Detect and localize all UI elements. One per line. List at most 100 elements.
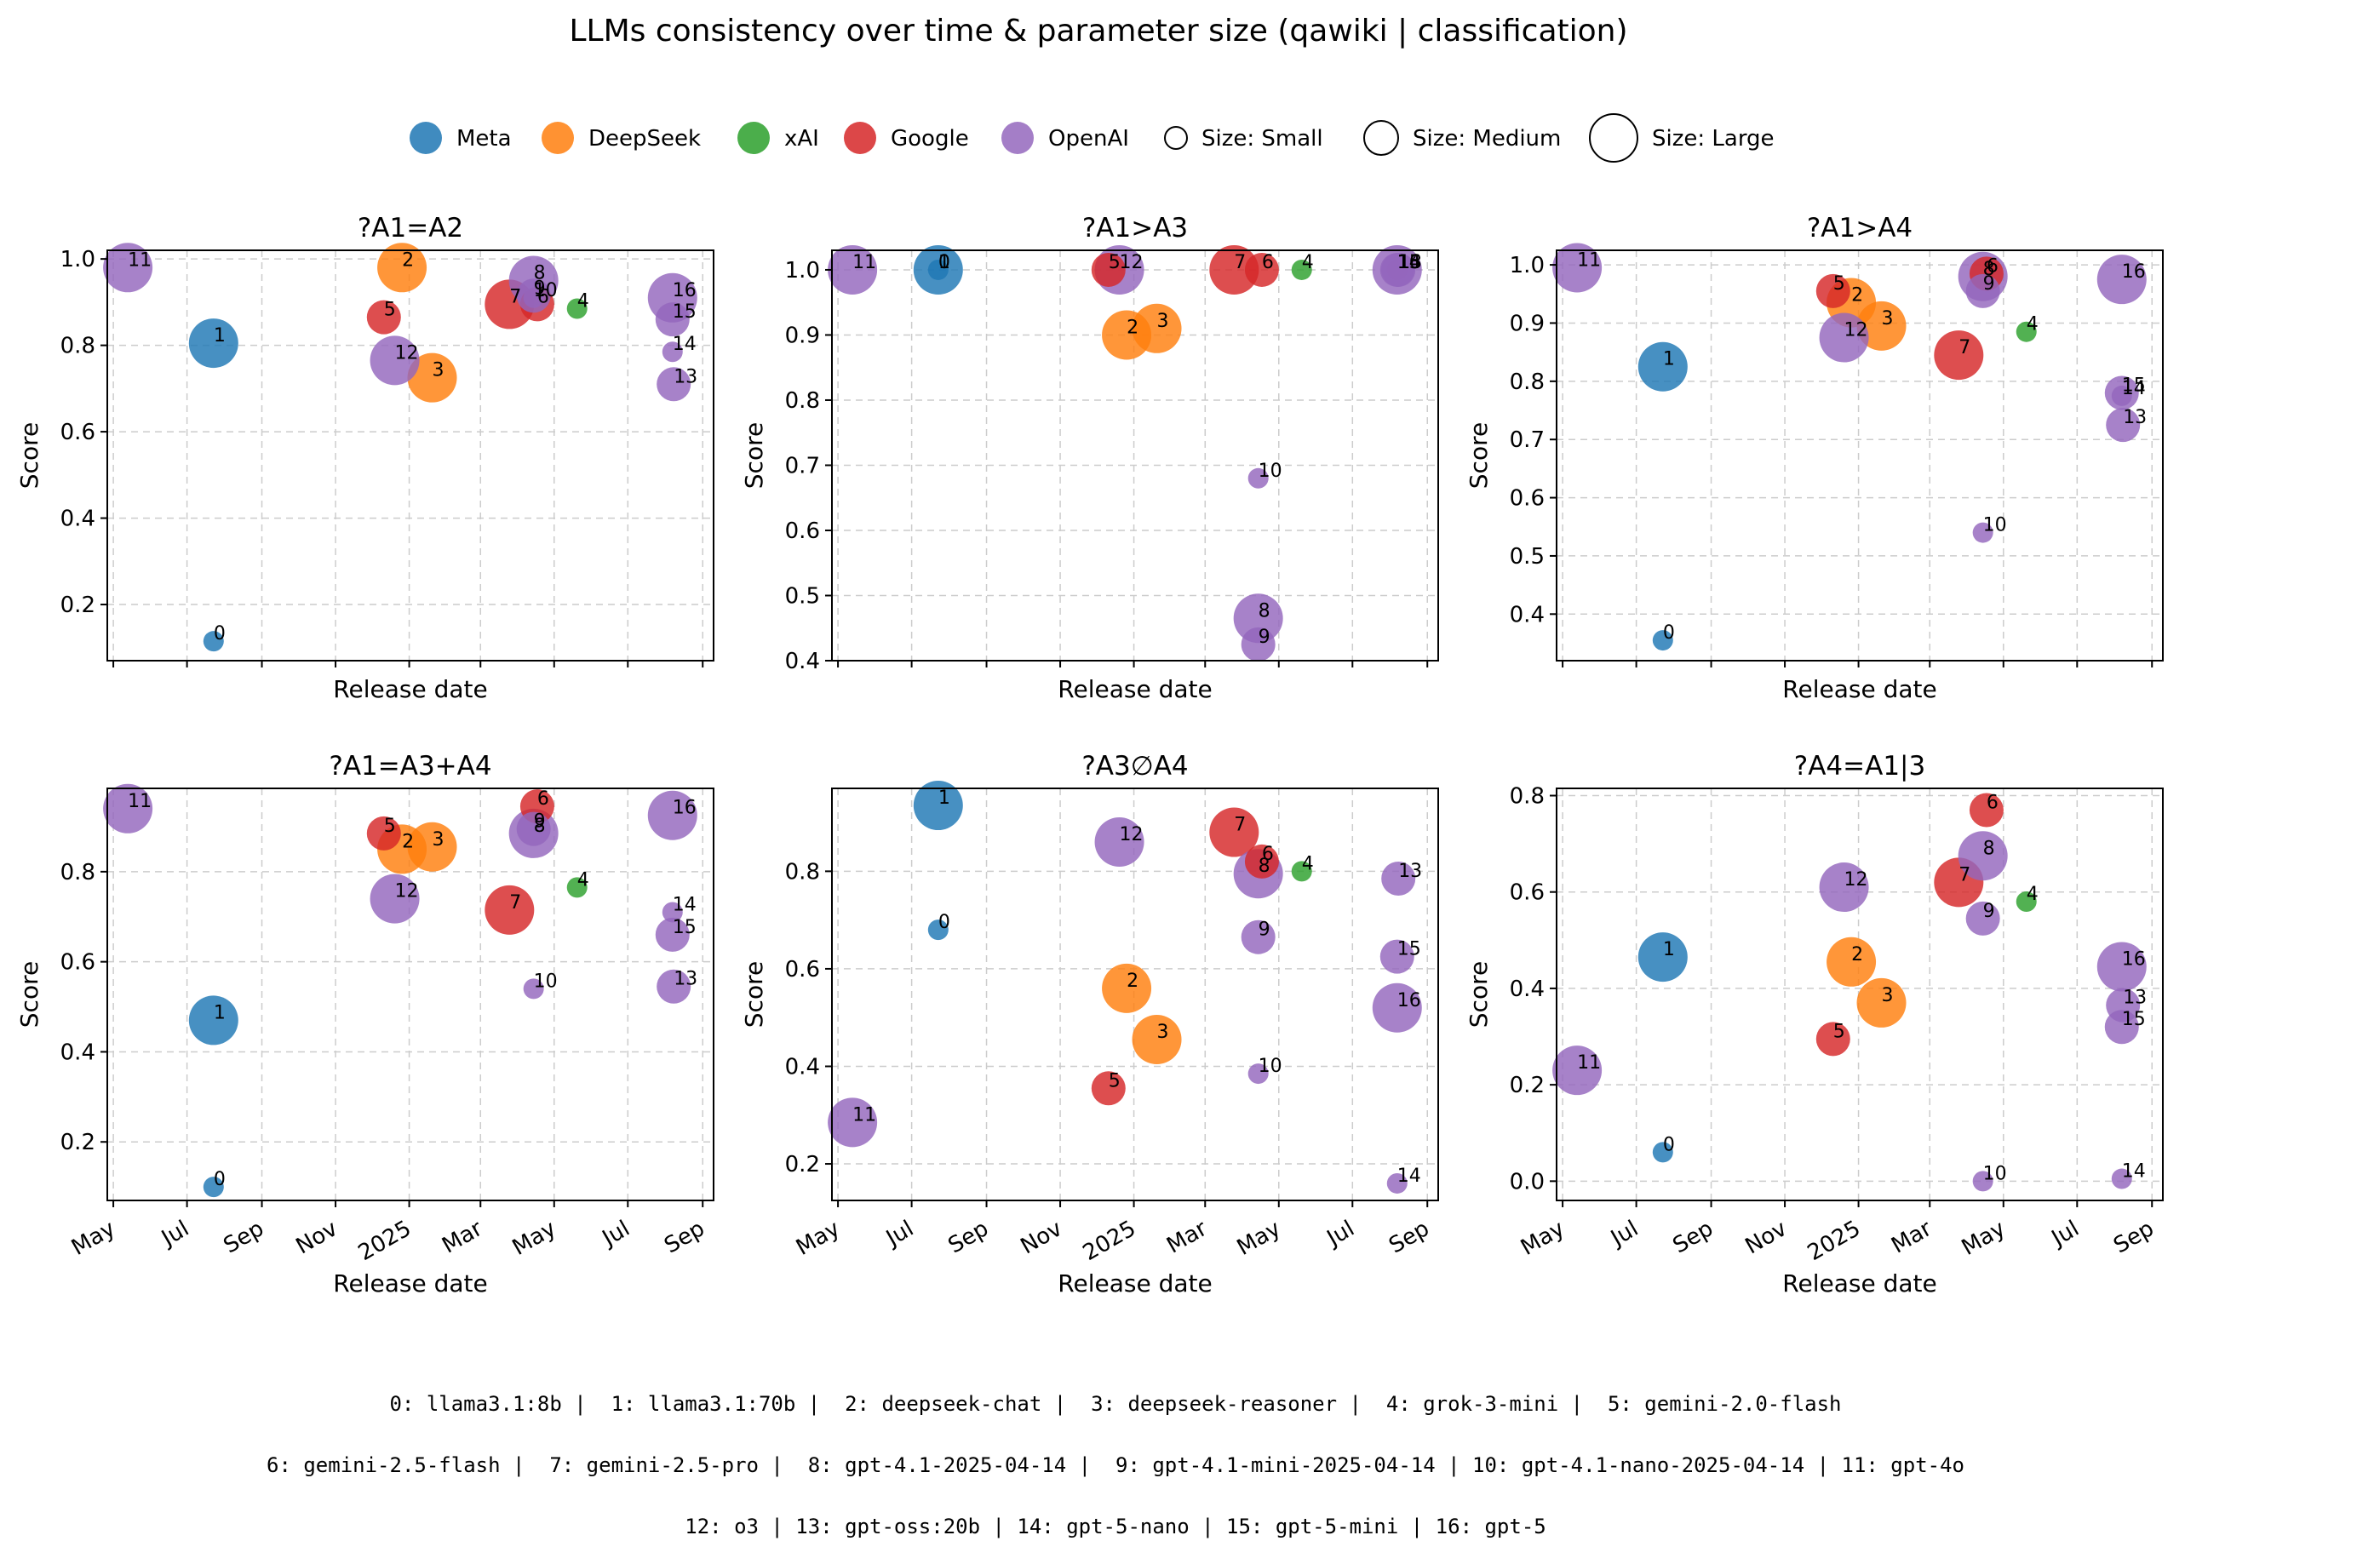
point-label: 0: [1663, 1134, 1675, 1155]
point-label: 7: [1958, 337, 1970, 358]
point-label: 9: [1259, 627, 1270, 648]
data-point-6: [1244, 252, 1279, 287]
x-tick-label: Jul: [156, 1216, 193, 1252]
y-axis-label: Score: [1465, 961, 1493, 1028]
data-point-0: [1652, 630, 1673, 651]
y-tick-label: 0.9: [1510, 311, 1545, 336]
data-point-0: [927, 919, 949, 941]
point-label: 16: [2122, 261, 2146, 283]
data-point-3: [1132, 303, 1182, 353]
x-tick-label: Jul: [1322, 1216, 1359, 1252]
data-point-10: [1972, 522, 1993, 543]
legend-marker: [1001, 122, 1034, 154]
x-tick-label: Mar: [1887, 1216, 1936, 1259]
data-point-7: [1209, 807, 1259, 857]
point-label: 0: [938, 912, 950, 933]
data-point-2: [377, 243, 427, 293]
data-point-11: [1552, 243, 1603, 293]
x-axis-label: Release date: [1782, 1269, 1936, 1298]
axes-frame: [831, 788, 1439, 1201]
model-key-line-2: 6: gemini-2.5-flash | 7: gemini-2.5-pro …: [267, 1453, 1964, 1477]
panel-title: ?A1=A2: [358, 213, 463, 243]
y-tick-label: 0.6: [1510, 880, 1545, 906]
point-label: 1: [938, 788, 950, 809]
data-point-14: [2111, 1168, 2132, 1189]
data-point-10: [1247, 467, 1269, 489]
x-axis-label: Release date: [333, 1269, 487, 1298]
point-label: 15: [673, 301, 697, 323]
panel-title: ?A1>A4: [1807, 213, 1913, 243]
point-label: 8: [1983, 259, 1995, 280]
point-label: 4: [2027, 314, 2039, 335]
data-point-12: [1819, 862, 1869, 913]
legend-entry-xai: xAI: [737, 122, 819, 154]
data-point-14: [662, 902, 683, 923]
point-label: 10: [1259, 461, 1282, 482]
point-label: 2: [1851, 944, 1863, 965]
figure-title: LLMs consistency over time & parameter s…: [569, 14, 1627, 49]
point-label: 15: [1397, 252, 1421, 273]
legend-marker: [410, 122, 442, 154]
y-tick-label: 0.0: [1510, 1169, 1545, 1194]
point-label: 3: [1882, 308, 1894, 329]
data-point-0: [1652, 1142, 1673, 1163]
panel-title: ?A1=A3+A4: [329, 751, 491, 782]
point-label: 13: [2123, 407, 2147, 428]
data-point-5: [1091, 1071, 1126, 1106]
point-label: 1: [1663, 939, 1675, 960]
x-tick-label: Jul: [2046, 1216, 2084, 1252]
legend-marker: [1164, 126, 1188, 150]
point-label: 12: [395, 342, 419, 364]
axes-frame: [831, 249, 1439, 662]
point-label: 13: [1398, 252, 1422, 273]
point-label: 7: [509, 892, 521, 914]
legend-label: Meta: [456, 126, 512, 152]
point-label: 6: [1987, 255, 1999, 277]
data-point-15: [2104, 1010, 2139, 1045]
x-axis-label: Release date: [333, 675, 487, 703]
data-point-9: [516, 811, 551, 846]
point-label: 8: [534, 263, 546, 284]
data-point-3: [407, 822, 457, 872]
point-label: 2: [402, 831, 414, 852]
point-label: 0: [214, 1169, 226, 1190]
y-tick-label: 0.6: [60, 420, 95, 445]
point-label: 12: [1844, 320, 1868, 341]
x-tick-label: Sep: [220, 1216, 268, 1258]
point-label: 7: [1958, 864, 1970, 885]
point-label: 16: [2122, 948, 2146, 970]
x-tick-label: May: [67, 1216, 120, 1261]
point-label: 5: [1109, 1070, 1121, 1091]
point-label: 13: [2123, 988, 2147, 1009]
data-point-15: [655, 302, 690, 337]
y-tick-label: 0.2: [60, 593, 95, 618]
data-point-9: [1965, 901, 2000, 936]
data-point-14: [1386, 259, 1408, 280]
legend: Meta DeepSeek xAI Google OpenAI Size: Small Si…: [410, 113, 1775, 163]
point-label: 2: [1127, 971, 1138, 992]
point-label: 13: [674, 969, 697, 990]
data-point-14: [2111, 385, 2132, 406]
point-label: 8: [534, 816, 546, 837]
point-label: 8: [1259, 600, 1270, 622]
y-tick-label: 0.4: [785, 649, 820, 674]
point-label: 15: [673, 917, 697, 938]
legend-label: xAI: [784, 126, 819, 152]
x-tick-label: 2025: [354, 1216, 416, 1266]
point-label: 3: [433, 829, 444, 851]
x-tick-label: Nov: [292, 1216, 342, 1259]
legend-entry-meta: Meta: [410, 122, 512, 154]
x-tick-label: May: [1233, 1216, 1286, 1261]
y-tick-label: 0.8: [60, 334, 95, 359]
point-label: 7: [509, 286, 521, 307]
point-label: 14: [1397, 252, 1421, 273]
x-tick-label: Nov: [1741, 1216, 1792, 1259]
legend-label: Size: Large: [1652, 126, 1775, 152]
data-point-8: [1233, 593, 1283, 644]
x-tick-label: 2025: [1804, 1216, 1865, 1266]
axes-frame: [106, 249, 714, 662]
point-label: 11: [852, 1104, 876, 1126]
panel-title: ?A1>A3: [1082, 213, 1188, 243]
point-label: 16: [1397, 252, 1421, 273]
data-point-11: [1552, 1045, 1603, 1096]
